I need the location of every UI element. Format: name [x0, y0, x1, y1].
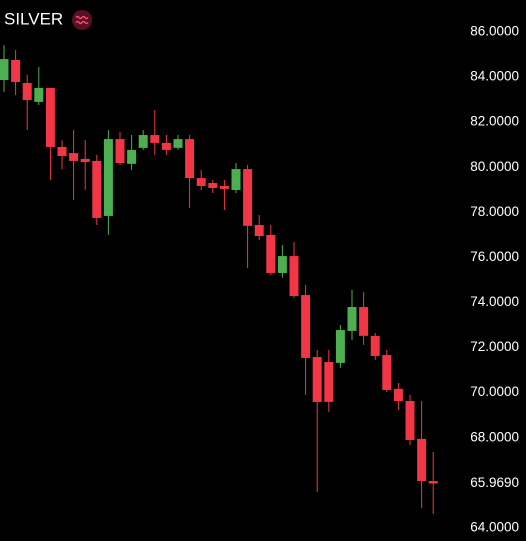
y-tick-label: 80.0000: [470, 159, 519, 174]
candle-body: [231, 169, 241, 191]
last-price-label: 65.9690: [470, 475, 519, 490]
candle-body: [219, 185, 229, 189]
y-tick-label: 74.0000: [470, 294, 519, 309]
candle-body: [115, 139, 125, 163]
candle-body: [417, 438, 427, 482]
candle-body: [173, 139, 183, 148]
y-tick-label: 70.0000: [470, 384, 519, 399]
candle-body: [254, 224, 264, 237]
candle-body: [370, 335, 380, 356]
candle-body: [301, 295, 311, 358]
candle-body: [45, 87, 55, 147]
candle-body: [22, 82, 32, 101]
y-tick-label: 86.0000: [470, 24, 519, 39]
candle-body: [359, 307, 369, 336]
y-tick-label: 78.0000: [470, 204, 519, 219]
candle-body: [80, 158, 90, 163]
symbol-icon: [72, 10, 92, 30]
candle-body: [393, 388, 403, 402]
candle-body: [428, 481, 438, 484]
candle-body: [289, 256, 299, 296]
candle-body: [34, 87, 44, 102]
candle-body: [324, 362, 334, 402]
y-tick-label: 72.0000: [470, 339, 519, 354]
candle-body: [347, 307, 357, 331]
candle-body: [335, 330, 345, 363]
candle-body: [57, 146, 67, 156]
candle-body: [103, 139, 113, 216]
y-tick-label: 64.0000: [470, 519, 519, 534]
candle-body: [266, 234, 276, 273]
candle-body: [161, 142, 171, 150]
candle-body: [277, 256, 287, 273]
chart-title: SILVER: [4, 9, 63, 28]
candle-body: [150, 135, 160, 143]
candle-body: [92, 160, 102, 218]
candle-body: [185, 139, 195, 179]
y-tick-label: 68.0000: [470, 429, 519, 444]
y-tick-label: 76.0000: [470, 249, 519, 264]
candle-body: [138, 135, 148, 148]
candle-body: [312, 357, 322, 402]
y-tick-label: 84.0000: [470, 69, 519, 84]
candle-body: [11, 59, 21, 83]
candle-body: [127, 149, 137, 164]
candle-body: [405, 401, 415, 441]
candle-body: [382, 355, 392, 390]
candle-body: [243, 169, 253, 226]
candle-body: [0, 59, 9, 81]
candle-body: [196, 178, 206, 186]
y-tick-label: 82.0000: [470, 114, 519, 129]
candle-body: [208, 183, 218, 188]
candle-body: [69, 153, 79, 161]
